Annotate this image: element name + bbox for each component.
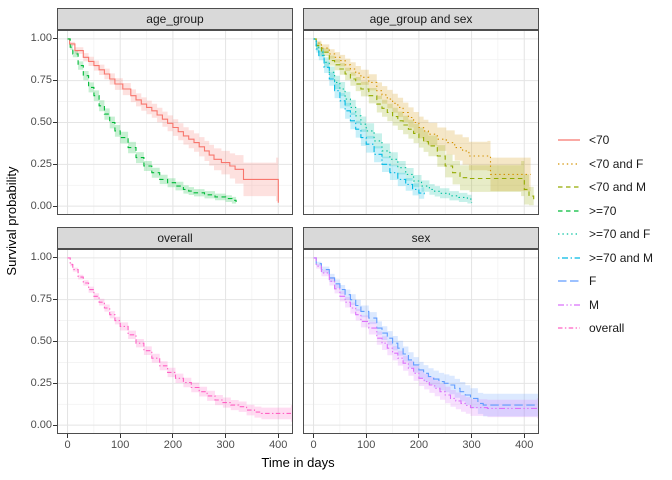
y-tick-label: 0.00 <box>30 418 52 431</box>
facet-panel-overall: overall <box>57 227 293 434</box>
legend-item--70-and-m: >=70 and M <box>556 249 653 267</box>
x-tick-label: 100 <box>357 439 376 451</box>
legend-item--70-and-f: >=70 and F <box>556 225 650 243</box>
x-tick-label: 300 <box>216 439 235 451</box>
legend-label: <70 and M <box>589 180 647 194</box>
x-tick-label: 100 <box>111 439 130 451</box>
legend-key-line <box>558 233 580 235</box>
legend-key-line <box>558 280 580 282</box>
y-axis-title: Survival probability <box>4 166 19 276</box>
legend-key-line <box>558 162 580 165</box>
km-plot-sex <box>303 249 539 434</box>
facet-panel-sex: sex <box>303 227 539 434</box>
x-tick-mark <box>67 434 69 438</box>
y-tick-label: 0.00 <box>30 199 52 212</box>
x-tick-mark <box>277 434 279 438</box>
x-tick-mark <box>313 434 315 438</box>
legend-key-line <box>558 256 580 259</box>
y-tick-mark <box>53 122 57 123</box>
legend-key-line <box>558 139 580 141</box>
legend: <70 <70 and F <70 and M >=70 >=70 and F >=70 … <box>556 120 672 360</box>
x-tick-label: 300 <box>462 439 481 451</box>
y-tick-mark <box>53 80 57 82</box>
x-tick-label: 200 <box>163 439 183 451</box>
y-tick-label: 0.50 <box>30 116 52 128</box>
y-tick-mark <box>53 341 57 342</box>
legend-label: <70 <box>589 133 610 147</box>
y-tick-mark <box>53 38 57 40</box>
x-tick-mark <box>172 434 174 438</box>
y-tick-label: 0.25 <box>30 376 52 389</box>
y-tick-label: 0.50 <box>30 335 52 347</box>
km-plot-age-group <box>57 30 293 215</box>
x-tick-label: 0 <box>310 439 317 451</box>
x-axis-title: Time in days <box>261 455 335 470</box>
x-tick-mark <box>119 434 121 438</box>
legend-label: M <box>589 297 599 312</box>
y-tick-label: 1.00 <box>30 32 52 45</box>
km-plot-age-group-and-sex <box>303 30 539 215</box>
legend-item-m: M <box>556 296 599 314</box>
x-tick-mark <box>471 434 473 438</box>
x-tick-mark <box>418 434 420 438</box>
x-tick-mark <box>523 434 525 438</box>
y-tick-label: 0.75 <box>30 74 52 87</box>
x-tick-mark <box>225 434 227 438</box>
facet-strip-overall: overall <box>57 227 293 249</box>
x-tick-label: 0 <box>64 439 71 451</box>
x-tick-label: 400 <box>515 439 534 451</box>
legend-item--70-and-f: <70 and F <box>556 155 643 173</box>
x-tick-label: 400 <box>269 439 288 451</box>
facet-panel-age-group: age_group <box>57 8 293 215</box>
legend-key-line <box>558 186 580 188</box>
y-tick-mark <box>53 382 57 384</box>
legend-item-overall: overall <box>556 319 624 337</box>
facet-panel-age-group-and-sex: age_group and sex <box>303 8 539 215</box>
km-plot-overall <box>57 249 293 434</box>
y-tick-mark <box>53 424 57 426</box>
legend-label: overall <box>589 321 625 335</box>
y-tick-label: 1.00 <box>30 251 52 264</box>
x-tick-mark <box>365 434 367 438</box>
legend-label: >=70 <box>589 203 617 218</box>
legend-label: <70 and F <box>589 156 644 171</box>
legend-item--70: <70 <box>556 131 609 149</box>
legend-item--70-and-m: <70 and M <box>556 178 646 196</box>
facet-strip-age-group-and-sex: age_group and sex <box>303 8 539 30</box>
legend-item--70: >=70 <box>556 202 616 220</box>
legend-key-line <box>558 327 580 329</box>
y-tick-label: 0.75 <box>30 293 52 306</box>
legend-key-line <box>558 303 580 306</box>
y-tick-mark <box>53 163 57 165</box>
y-tick-mark <box>53 205 57 207</box>
legend-key-line <box>558 209 580 212</box>
legend-label: F <box>589 274 597 288</box>
y-tick-mark <box>53 257 57 259</box>
y-tick-label: 0.25 <box>30 157 52 170</box>
legend-label: >=70 and M <box>589 250 654 265</box>
legend-item-f: F <box>556 272 596 290</box>
x-tick-label: 200 <box>409 439 429 451</box>
facet-strip-sex: sex <box>303 227 539 249</box>
legend-label: >=70 and F <box>589 227 651 241</box>
y-tick-mark <box>53 299 57 301</box>
facet-strip-age-group: age_group <box>57 8 293 30</box>
